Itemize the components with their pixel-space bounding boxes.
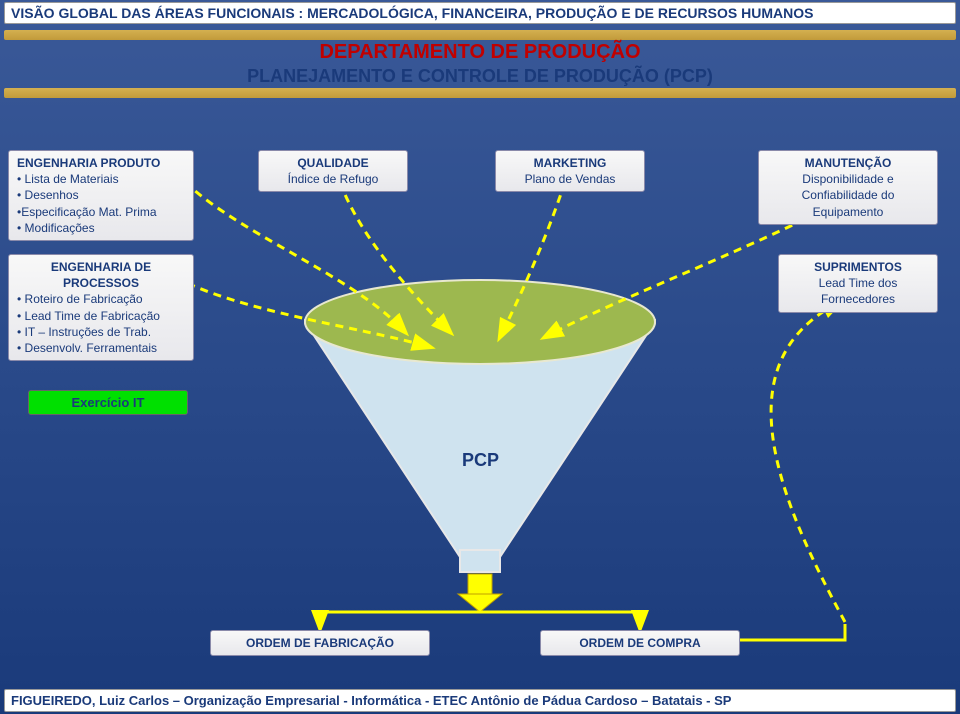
manut-l3: Equipamento [767,204,929,220]
eng-proc-title2: PROCESSOS [17,275,185,291]
marketing-l1: Plano de Vendas [504,171,636,187]
box-ordem-fabricacao: ORDEM DE FABRICAÇÃO [210,630,430,656]
manut-title: MANUTENÇÃO [767,155,929,171]
footer-credit: FIGUEIREDO, Luiz Carlos – Organização Em… [4,689,956,712]
box-eng-processos: ENGENHARIA DE PROCESSOS • Roteiro de Fab… [8,254,194,361]
funnel-body [305,322,655,557]
ordem-compra-text: ORDEM DE COMPRA [579,636,700,650]
box-eng-produto: ENGENHARIA PRODUTO • Lista de Materiais … [8,150,194,241]
box-marketing: MARKETING Plano de Vendas [495,150,645,192]
gold-banner: DEPARTAMENTO DE PRODUÇÃO PLANEJAMENTO E … [4,30,956,98]
eng-prod-l2: • Desenhos [17,187,185,203]
arrow-engprod [175,172,405,332]
arrow-engproc [175,277,430,347]
suprim-title: SUPRIMENTOS [787,259,929,275]
dept-title: DEPARTAMENTO DE PRODUÇÃO [319,41,640,64]
eng-prod-l4: • Modificações [17,220,185,236]
eng-proc-title1: ENGENHARIA DE [17,259,185,275]
funnel-top [305,280,655,364]
out-compra-line [480,612,640,628]
eng-proc-l3: • IT – Instruções de Trab. [17,324,185,340]
eng-proc-l2: • Lead Time de Fabricação [17,308,185,324]
eng-prod-title: ENGENHARIA PRODUTO [17,155,185,171]
suprim-l2: Fornecedores [787,291,929,307]
qualidade-l1: Índice de Refugo [267,171,399,187]
plan-title: PLANEJAMENTO E CONTROLE DE PRODUÇÃO (PCP… [247,66,713,87]
eng-proc-l4: • Desenvolv. Ferramentais [17,340,185,356]
manut-l1: Disponibilidade e [767,171,929,187]
marketing-title: MARKETING [504,155,636,171]
box-ordem-compra: ORDEM DE COMPRA [540,630,740,656]
box-qualidade: QUALIDADE Índice de Refugo [258,150,408,192]
eng-proc-l1: • Roteiro de Fabricação [17,291,185,307]
box-manutencao: MANUTENÇÃO Disponibilidade e Confiabilid… [758,150,938,225]
arrow-suprim [771,302,845,622]
suprim-l1: Lead Time dos [787,275,929,291]
eng-prod-l1: • Lista de Materiais [17,171,185,187]
pcp-label: PCP [462,450,499,471]
exercicio-button[interactable]: Exercício IT [28,390,188,415]
block-arrow-down [458,574,502,612]
out-fab-line [320,612,480,628]
arrow-marketing [500,182,565,337]
arrow-qualidade [340,182,450,332]
eng-prod-l3: •Especificação Mat. Prima [17,204,185,220]
manut-l2: Confiabilidade do [767,187,929,203]
header-title: VISÃO GLOBAL DAS ÁREAS FUNCIONAIS : MERC… [4,2,956,24]
compra-to-suprim [740,624,845,640]
qualidade-title: QUALIDADE [267,155,399,171]
funnel-outlet [460,550,500,572]
box-suprimentos: SUPRIMENTOS Lead Time dos Fornecedores [778,254,938,313]
ordem-fab-text: ORDEM DE FABRICAÇÃO [246,636,394,650]
